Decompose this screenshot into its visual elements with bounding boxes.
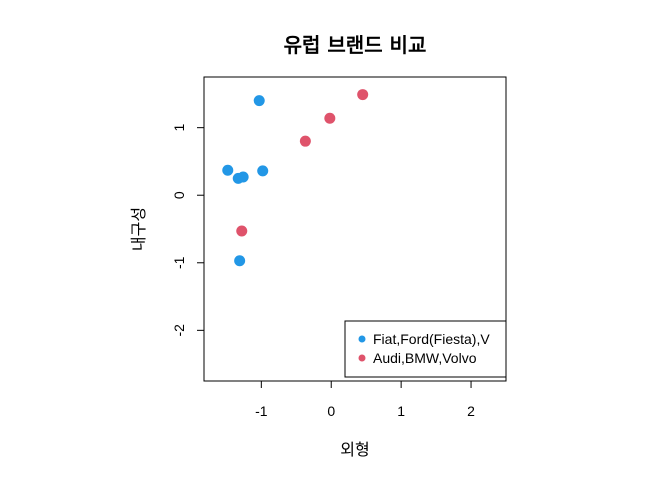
legend: Fiat,Ford(Fiesta),V Audi,BMW,Volvo bbox=[344, 320, 507, 378]
data-point-series-2 bbox=[357, 89, 369, 101]
x-tick-label: 1 bbox=[397, 403, 405, 419]
y-axis-label: 내구성 bbox=[129, 207, 148, 251]
data-point-series-1 bbox=[234, 255, 246, 267]
data-point-series-1 bbox=[253, 95, 265, 107]
y-tick-label: -1 bbox=[171, 256, 187, 269]
x-tick-label: 0 bbox=[327, 403, 335, 419]
chart-title: 유럽 브랜드 비교 bbox=[284, 33, 427, 57]
data-point-series-1 bbox=[237, 171, 249, 183]
x-tick-label: -1 bbox=[255, 403, 268, 419]
x-tick-label: 2 bbox=[467, 403, 475, 419]
y-tick-label: -2 bbox=[171, 324, 187, 337]
data-points bbox=[222, 89, 369, 267]
legend-entry-label: Fiat,Ford(Fiesta),V bbox=[373, 331, 490, 347]
x-axis: -1 0 1 2 bbox=[255, 380, 475, 419]
y-tick-label: 1 bbox=[171, 124, 187, 132]
legend-box bbox=[344, 320, 507, 378]
data-point-series-1 bbox=[257, 165, 269, 177]
data-point-series-2 bbox=[299, 135, 311, 147]
legend-marker bbox=[358, 354, 366, 362]
data-point-series-2 bbox=[324, 112, 336, 124]
y-tick-label: 0 bbox=[171, 191, 187, 199]
data-point-series-1 bbox=[222, 164, 234, 176]
x-axis-label: 외형 bbox=[340, 440, 369, 459]
y-axis: -2 -1 0 1 bbox=[171, 124, 205, 337]
legend-entry-label: Audi,BMW,Volvo bbox=[373, 350, 477, 366]
legend-marker bbox=[358, 335, 366, 343]
data-point-series-2 bbox=[236, 225, 248, 237]
